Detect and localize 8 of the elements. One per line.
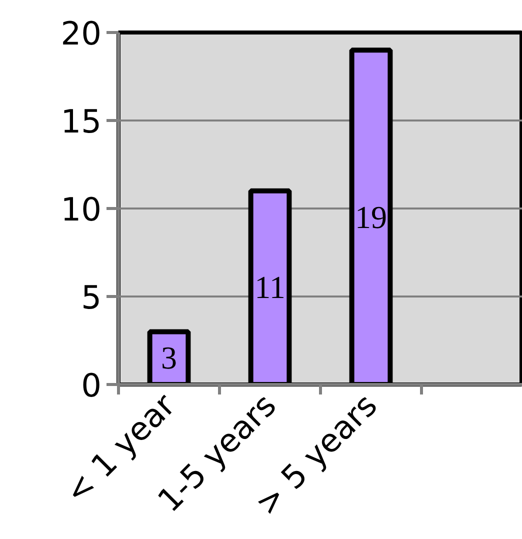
y-tick-label: 0 — [81, 366, 102, 404]
y-tick-label: 5 — [81, 278, 102, 316]
data-label: 3 — [161, 340, 177, 376]
y-tick-label: 10 — [60, 190, 102, 228]
y-tick-label: 15 — [60, 102, 102, 140]
data-label: 11 — [254, 269, 286, 306]
y-tick-label: 20 — [60, 14, 102, 52]
data-label: 19 — [355, 198, 387, 235]
